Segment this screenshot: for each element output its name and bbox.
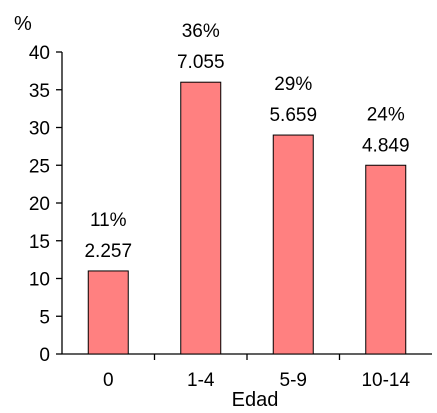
- y-tick-label: 10: [29, 270, 50, 291]
- bar-2: [180, 81, 222, 355]
- bars: [87, 81, 407, 355]
- x-category-label: 1-4: [187, 370, 215, 391]
- y-tick-label: 15: [29, 232, 50, 253]
- y-tick-label: 25: [29, 156, 50, 177]
- y-tick-label: 30: [29, 119, 50, 140]
- x-category-label: 5-9: [280, 370, 307, 391]
- bar-3: [272, 134, 314, 355]
- y-tick-label: 35: [29, 81, 50, 102]
- count-label: 7.055: [177, 52, 225, 73]
- count-label: 2.257: [84, 241, 132, 262]
- y-tick-label: 0: [39, 345, 50, 366]
- y-axis: 0 5 10 15 20 25 30 35 40: [29, 43, 63, 366]
- y-tick-label: 5: [39, 307, 50, 328]
- bar-1: [87, 270, 129, 355]
- x-category-label: 0: [103, 370, 114, 391]
- percent-label: 24%: [367, 104, 405, 125]
- x-axis-label: Edad: [232, 389, 279, 411]
- x-axis: 0 1-4 5-9 10-14: [62, 353, 432, 391]
- data-labels: 2.257 11% 7.055 36% 5.659 29% 4.849 24%: [84, 21, 409, 262]
- x-category-label: 10-14: [361, 370, 410, 391]
- bar-4: [365, 164, 407, 355]
- percent-label: 36%: [182, 21, 220, 42]
- y-tick-label: 20: [29, 194, 50, 215]
- y-unit-label: %: [14, 13, 32, 35]
- percent-label: 11%: [90, 210, 127, 231]
- count-label: 4.849: [362, 135, 410, 156]
- y-tick-label: 40: [29, 43, 50, 64]
- count-label: 5.659: [269, 105, 317, 126]
- percent-label: 29%: [274, 74, 312, 95]
